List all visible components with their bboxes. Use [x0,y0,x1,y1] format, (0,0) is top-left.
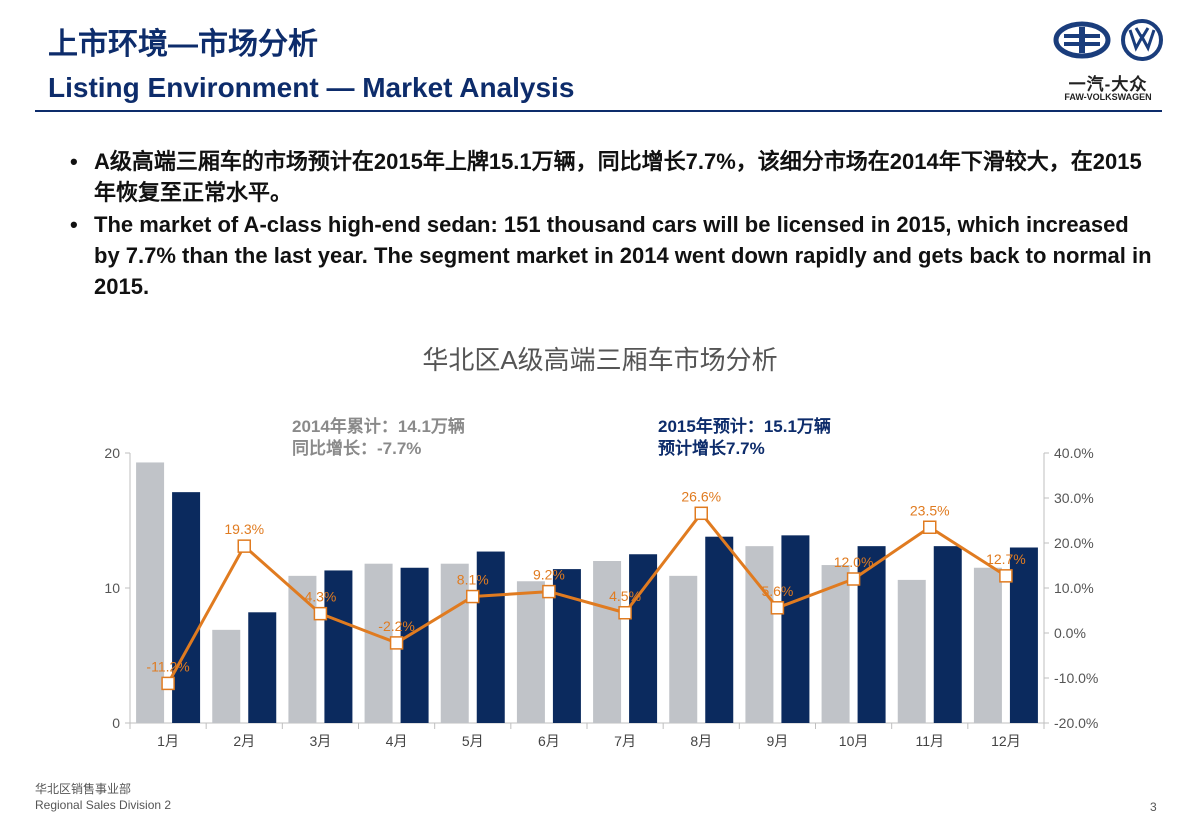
market-chart: 0 10 20 -20.0% -10.0% 0.0% 10.0% 20.0% 30.0% 40.0… [104,445,1098,749]
bar-2014 [440,563,469,723]
right-axis-tick-label: 30.0% [1054,490,1094,506]
bar-2015 [476,551,505,723]
growth-data-label: 19.3% [224,521,264,537]
x-axis-category-label: 12月 [991,733,1021,749]
bar-2015 [552,569,581,723]
growth-point-marker [770,601,785,615]
growth-point-marker [694,506,708,521]
right-axis-tick-label: 0.0% [1054,625,1086,641]
annotation-2014-total: 2014年累计：14.1万辆 [292,417,465,436]
left-axis-tick-label: 0 [112,715,120,731]
bar-2014 [136,462,165,723]
x-axis-category-label: 6月 [538,733,560,749]
growth-point-marker [466,589,480,604]
bar-2015 [248,612,277,723]
bar-2014 [516,581,545,723]
footer-division-en: Regional Sales Division 2 [35,798,172,812]
right-axis-tick-label: -20.0% [1054,715,1098,731]
bar-2015 [705,536,734,723]
growth-data-label: 4.3% [304,589,336,605]
footer-division-cn: 华北区销售事业部 [35,782,132,796]
bar-2014 [669,575,698,723]
annotation-2014-growth: 同比增长：-7.7% [292,439,422,458]
growth-point-marker [846,572,861,586]
bar-2015 [781,535,810,723]
growth-data-label: 23.5% [910,502,950,518]
growth-data-label: -11.2% [146,658,189,674]
bar-2015 [400,567,429,723]
annotation-2014: 2014年累计：14.1万辆 同比增长：-7.7% [292,416,465,460]
chart-title: 华北区A级高端三厢车市场分析 [422,345,778,375]
x-axis-category-label: 2月 [233,733,255,749]
annotation-2015-growth: 预计增长7.7% [658,439,765,458]
left-axis-tick-label: 20 [104,445,120,461]
faw-volkswagen-logo [1053,19,1163,61]
right-axis-tick-label: 20.0% [1054,535,1094,551]
growth-data-label: 5.6% [761,583,793,599]
page-number: 3 [1150,800,1157,814]
bar-2015 [324,570,353,723]
x-axis-category-label: 10月 [839,733,869,749]
growth-point-marker [237,539,251,553]
growth-data-label: 26.6% [681,488,721,504]
growth-data-label: 8.1% [457,572,489,588]
growth-data-label: 12.7% [986,551,1026,567]
annotation-2015-forecast: 2015年预计：15.1万辆 [658,417,831,436]
x-axis-category-label: 3月 [310,733,332,749]
bullet-item-en: The market of A-class high-end sedan: 15… [70,209,1160,302]
growth-data-label: 9.2% [533,567,565,583]
right-axis-tick-label: 40.0% [1054,445,1094,461]
bar-2014 [973,567,1002,723]
x-axis-category-label: 8月 [690,733,712,749]
left-axis-tick-label: 10 [104,580,120,596]
bullet-list: A级高端三厢车的市场预计在2015年上牌15.1万辆，同比增长7.7%，该细分市… [70,146,1160,303]
x-axis-category-label: 9月 [767,733,789,749]
bar-2014 [593,561,622,723]
growth-point-marker [923,520,937,534]
right-axis-tick-label: -10.0% [1054,670,1098,686]
x-axis-category-label: 11月 [915,733,944,749]
bullet-item-cn: A级高端三厢车的市场预计在2015年上牌15.1万辆，同比增长7.7%，该细分市… [70,146,1160,208]
bar-2014 [288,575,317,723]
growth-point-marker [389,636,404,650]
logo-text-cn: 一汽-大众 [1068,75,1148,94]
right-axis-tick-label: 10.0% [1054,580,1094,596]
x-axis-category-label: 7月 [614,733,636,749]
growth-data-label: 12.0% [834,554,874,570]
growth-point-marker [313,606,328,621]
growth-point-marker [618,606,632,620]
growth-data-label: 4.5% [609,588,641,604]
bar-2014 [821,565,850,723]
bar-2015 [857,546,886,723]
x-axis-category-label: 4月 [386,733,408,749]
bar-2014 [364,563,393,723]
bar-2015 [629,554,658,723]
annotation-2015: 2015年预计：15.1万辆 预计增长7.7% [658,416,831,460]
bar-2014 [212,629,241,723]
x-axis-category-label: 5月 [462,733,484,749]
growth-point-marker [999,569,1013,583]
bar-2015 [933,546,962,723]
growth-point-marker [542,584,556,599]
page-title-cn: 上市环境—市场分析 [48,28,318,61]
bar-2014 [897,579,926,723]
bar-2015 [172,492,201,723]
title-divider [35,110,1162,112]
growth-point-marker [161,676,175,691]
logo-text-en: FAW-VOLKSWAGEN [1064,92,1152,102]
growth-data-label: -2.2% [378,618,415,634]
page-title-en: Listing Environment — Market Analysis [48,72,575,103]
x-axis-category-label: 1月 [157,733,179,749]
bar-2015 [1009,547,1038,723]
growth-line [166,511,1007,685]
